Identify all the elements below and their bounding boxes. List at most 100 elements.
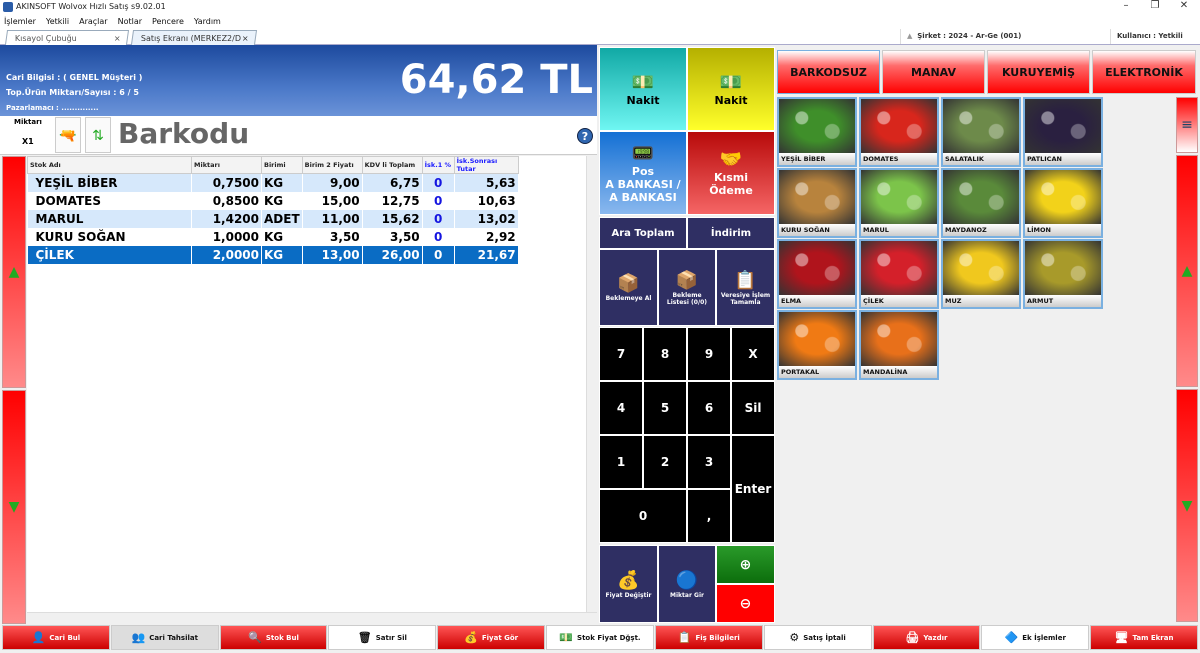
table-row[interactable]: DOMATES 0,8500 KG 15,00 12,75 0 10,63 xyxy=(27,191,519,210)
product-name: PATLICAN xyxy=(1025,153,1101,165)
numpad-key-4[interactable]: 4 xyxy=(599,381,643,435)
table-cell: 15,62 xyxy=(362,209,423,228)
menu-button[interactable]: ≡ xyxy=(1176,97,1198,153)
miktar-value[interactable]: X1 xyxy=(22,137,34,146)
nakit-button-1[interactable]: 💵 Nakit xyxy=(599,47,687,131)
col-birimi[interactable]: Birimi xyxy=(261,156,303,174)
close-icon[interactable]: × xyxy=(242,34,249,43)
barcode-scanner-icon[interactable]: 🔫 xyxy=(55,117,81,153)
help-icon[interactable]: ? xyxy=(577,128,593,144)
col-miktar[interactable]: Miktarı xyxy=(191,156,262,174)
bottom-button-satış-i-ptali[interactable]: ⚙ Satış İptali xyxy=(763,625,872,650)
product-name: ELMA xyxy=(779,295,855,307)
swap-arrows-icon[interactable]: ⇅ xyxy=(85,117,111,153)
col-stok-adi[interactable]: Stok Adı xyxy=(27,156,192,174)
category-elektronik[interactable]: ELEKTRONİK xyxy=(1092,50,1196,94)
restore-icon[interactable]: ❐ xyxy=(1150,0,1160,11)
menu-islemler[interactable]: İşlemler xyxy=(4,17,36,26)
tab-satis-ekrani[interactable]: Satış Ekranı (MERKEZ2/DEPO) × xyxy=(130,30,258,45)
numpad-key-enter[interactable]: Enter xyxy=(731,435,775,543)
product-tile[interactable]: MUZ xyxy=(941,239,1021,309)
category-manav[interactable]: MANAV xyxy=(882,50,985,94)
indirim-button[interactable]: İndirim xyxy=(687,217,775,249)
product-tile[interactable]: ELMA xyxy=(777,239,857,309)
numpad-key-9[interactable]: 9 xyxy=(687,327,731,381)
product-count: Top.Ürün Miktarı/Sayısı : 6 / 5 xyxy=(6,88,139,97)
product-tile[interactable]: DOMATES xyxy=(859,97,939,167)
menu-yetkili[interactable]: Yetkili xyxy=(45,17,70,26)
menu-araclar[interactable]: Araçlar xyxy=(79,17,108,26)
numpad-key-0[interactable]: 0 xyxy=(599,489,687,543)
menu-notlar[interactable]: Notlar xyxy=(117,17,143,26)
scroll-down-button[interactable]: ▼ xyxy=(2,390,26,624)
nakit-button-2[interactable]: 💵 Nakit xyxy=(687,47,775,131)
bottom-button-fiş-bilgileri[interactable]: 📋 Fiş Bilgileri xyxy=(654,625,763,650)
col-birim2-fiyati[interactable]: Birim 2 Fiyatı xyxy=(301,156,363,174)
bottom-button-ek-i-şlemler[interactable]: 🔷 Ek İşlemler xyxy=(981,625,1090,650)
product-tile[interactable]: MANDALİNA xyxy=(859,310,939,380)
product-tile[interactable]: ARMUT xyxy=(1023,239,1103,309)
plus-button[interactable]: ⊕ xyxy=(716,545,775,584)
product-tile[interactable]: MARUL xyxy=(859,168,939,238)
category-barkodsuz[interactable]: BARKODSUZ xyxy=(777,50,880,94)
col-isk1[interactable]: İsk.1 % xyxy=(421,156,455,174)
numpad-key-3[interactable]: 3 xyxy=(687,435,731,489)
numpad-key-6[interactable]: 6 xyxy=(687,381,731,435)
barcode-input[interactable]: Barkodu xyxy=(118,117,250,150)
minus-button[interactable]: ⊖ xyxy=(716,584,775,623)
beklemeye-al-button[interactable]: 📦 Beklemeye Al xyxy=(599,249,658,326)
product-tile[interactable]: PORTAKAL xyxy=(777,310,857,380)
numpad-key-sil[interactable]: Sil xyxy=(731,381,775,435)
bottom-button-cari-bul[interactable]: 👤 Cari Bul xyxy=(2,625,110,650)
veresiye-button[interactable]: 📋 Veresiye İşlem Tamamla xyxy=(716,249,775,326)
close-icon[interactable]: × xyxy=(114,34,121,43)
products-up-button[interactable]: ▲ xyxy=(1176,155,1198,387)
product-tile[interactable]: ÇİLEK xyxy=(859,239,939,309)
product-tile[interactable]: LİMON xyxy=(1023,168,1103,238)
product-tile[interactable]: KURU SOĞAN xyxy=(777,168,857,238)
product-tile[interactable]: MAYDANOZ xyxy=(941,168,1021,238)
numpad-key-1[interactable]: 1 xyxy=(599,435,643,489)
horizontal-scrollbar[interactable] xyxy=(27,612,597,624)
numpad-key-7[interactable]: 7 xyxy=(599,327,643,381)
bottom-button-yazdır[interactable]: 🖨 Yazdır xyxy=(872,625,981,650)
bottom-button-cari-tahsilat[interactable]: 👥 Cari Tahsilat xyxy=(110,625,219,650)
scroll-up-button[interactable]: ▲ xyxy=(2,156,26,388)
numpad-key-x[interactable]: X xyxy=(731,327,775,381)
arrow-down-icon: ▼ xyxy=(8,499,20,515)
menu-yardim[interactable]: Yardım xyxy=(193,17,221,26)
close-icon[interactable]: ✕ xyxy=(1179,0,1189,11)
ara-toplam-button[interactable]: Ara Toplam xyxy=(599,217,687,249)
bottom-button-stok-fiyat-dğşt-[interactable]: 💵 Stok Fiyat Dğşt. xyxy=(546,625,654,650)
numpad-key-2[interactable]: 2 xyxy=(643,435,687,489)
product-tile[interactable]: PATLICAN xyxy=(1023,97,1103,167)
col-kdv-toplam[interactable]: KDV li Toplam xyxy=(361,156,423,174)
numpad-key-comma[interactable]: , xyxy=(687,489,731,543)
numpad-key-8[interactable]: 8 xyxy=(643,327,687,381)
menu-pencere[interactable]: Pencere xyxy=(152,17,184,26)
product-name: LİMON xyxy=(1025,224,1101,236)
bottom-button-stok-bul[interactable]: 🔍 Stok Bul xyxy=(219,625,328,650)
bottom-button-satır-sil[interactable]: 🗑 Satır Sil xyxy=(328,625,437,650)
minimize-icon[interactable]: – xyxy=(1123,0,1129,11)
kismi-odeme-button[interactable]: 🤝 Kısmi Ödeme xyxy=(687,131,775,215)
bottom-button-fiyat-gör[interactable]: 💰 Fiyat Gör xyxy=(437,625,546,650)
product-tile[interactable]: SALATALIK xyxy=(941,97,1021,167)
vertical-scrollbar[interactable] xyxy=(586,156,597,612)
product-name: MAYDANOZ xyxy=(943,224,1019,236)
miktar-gir-button[interactable]: 🔵 Miktar Gir xyxy=(658,545,716,623)
table-row[interactable]: KURU SOĞAN 1,0000 KG 3,50 3,50 0 2,92 xyxy=(27,227,519,246)
products-down-button[interactable]: ▼ xyxy=(1176,389,1198,622)
numpad-key-5[interactable]: 5 xyxy=(643,381,687,435)
table-row[interactable]: ÇİLEK 2,0000 KG 13,00 26,00 0 21,67 xyxy=(27,245,519,264)
table-row[interactable]: MARUL 1,4200 ADET 11,00 15,62 0 13,02 xyxy=(27,209,519,228)
tab-kisayol[interactable]: Kısayol Çubuğu × xyxy=(4,30,130,45)
col-isk-sonrasi[interactable]: İsk.Sonrası Tutar xyxy=(453,156,519,174)
product-tile[interactable]: YEŞİL BİBER xyxy=(777,97,857,167)
table-row[interactable]: YEŞİL BİBER 0,7500 KG 9,00 6,75 0 5,63 xyxy=(27,173,519,192)
bekleme-listesi-button[interactable]: 📦 Bekleme Listesi (0/0) xyxy=(658,249,716,326)
pos-button[interactable]: 📟 Pos A BANKASI / A BANKASI xyxy=(599,131,687,215)
bottom-button-tam-ekran[interactable]: 🖥 Tam Ekran xyxy=(1090,625,1198,650)
fiyat-degistir-button[interactable]: 💰 Fiyat Değiştir xyxy=(599,545,658,623)
category-kuruyemis[interactable]: KURUYEMİŞ xyxy=(987,50,1090,94)
